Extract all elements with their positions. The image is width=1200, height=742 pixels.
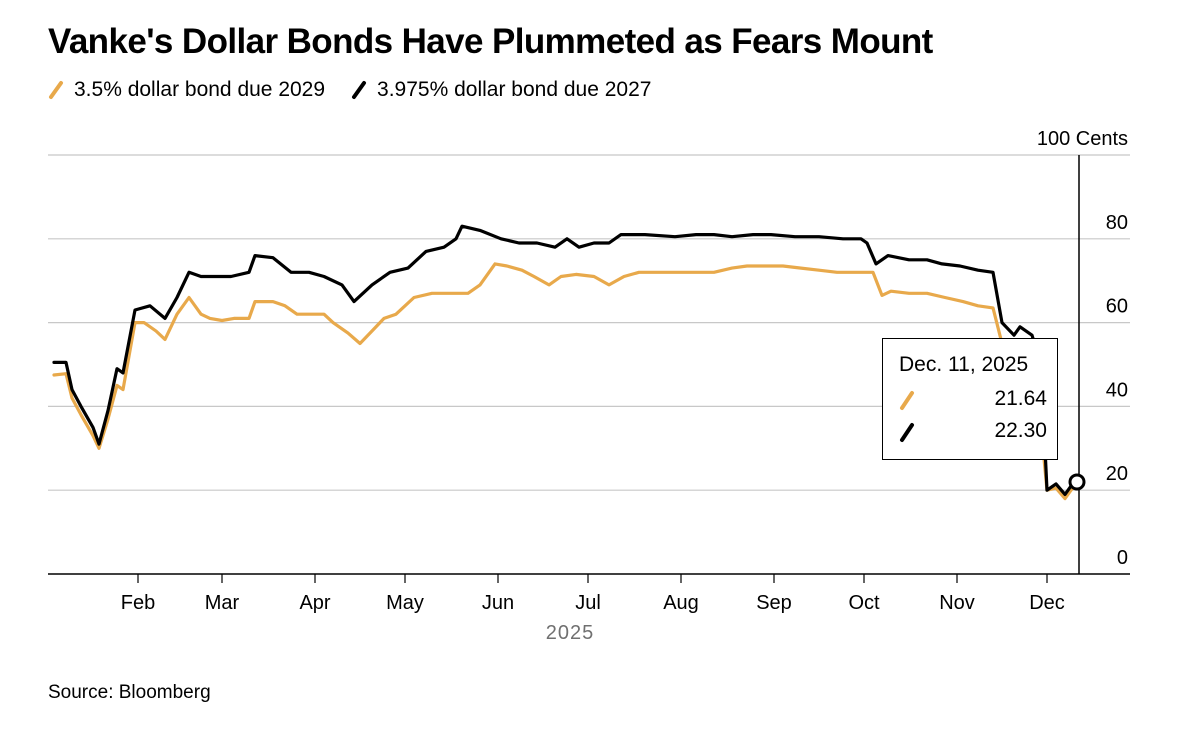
x-tick-label-jun: Jun [482,592,514,614]
legend-swatch-2029-icon [49,81,63,99]
x-tick-label-dec: Dec [1029,592,1065,614]
x-tick-label-sep: Sep [756,592,792,614]
y-tick-label-60: 60 [1106,296,1128,318]
tooltip-value-2027: 22.30 [994,419,1047,442]
legend-label-2029: 3.5% dollar bond due 2029 [74,78,326,101]
x-tick-label-jul: Jul [575,592,601,614]
tooltip-value-2029: 21.64 [994,387,1047,410]
legend-item-2029[interactable]: 3.5% dollar bond due 2029 [48,78,325,102]
x-tick-label-nov: Nov [939,592,975,614]
tooltip-row-2027: 22.30 [899,419,1047,447]
x-tick-label-mar: Mar [205,592,240,614]
y-tick-label-40: 40 [1106,379,1128,401]
x-tick-label-oct: Oct [848,592,880,614]
x-tick-label-apr: Apr [299,592,330,614]
x-tick-label-feb: Feb [121,592,155,614]
y-tick-label-80: 80 [1106,212,1128,234]
source-note: Source: Bloomberg [48,682,211,703]
legend-swatch-2027-icon [352,81,367,99]
y-tick-label-100: 100 Cents [1037,128,1128,150]
x-tick-label-may: May [386,592,424,614]
hover-tooltip: Dec. 11, 2025 21.64 22.30 [882,338,1058,460]
legend: 3.5% dollar bond due 2029 3.975% dollar … [48,78,677,102]
tooltip-swatch-2027-icon [900,423,914,442]
y-tick-label-20: 20 [1106,463,1128,485]
series-line-2027 [52,224,1079,496]
legend-item-2027[interactable]: 3.975% dollar bond due 2027 [351,78,651,102]
legend-label-2027: 3.975% dollar bond due 2027 [377,78,652,101]
tooltip-swatch-2029-icon [900,391,914,410]
y-tick-label-0: 0 [1117,547,1128,569]
hover-marker [1068,473,1086,491]
tooltip-date: Dec. 11, 2025 [899,353,1029,376]
chart-title: Vanke's Dollar Bonds Have Plummeted as F… [48,22,933,61]
tooltip-row-2029: 21.64 [899,387,1047,415]
x-tick-label-aug: Aug [663,592,699,614]
series-line-2029 [52,262,1079,501]
x-axis-label: 2025 [546,622,595,644]
